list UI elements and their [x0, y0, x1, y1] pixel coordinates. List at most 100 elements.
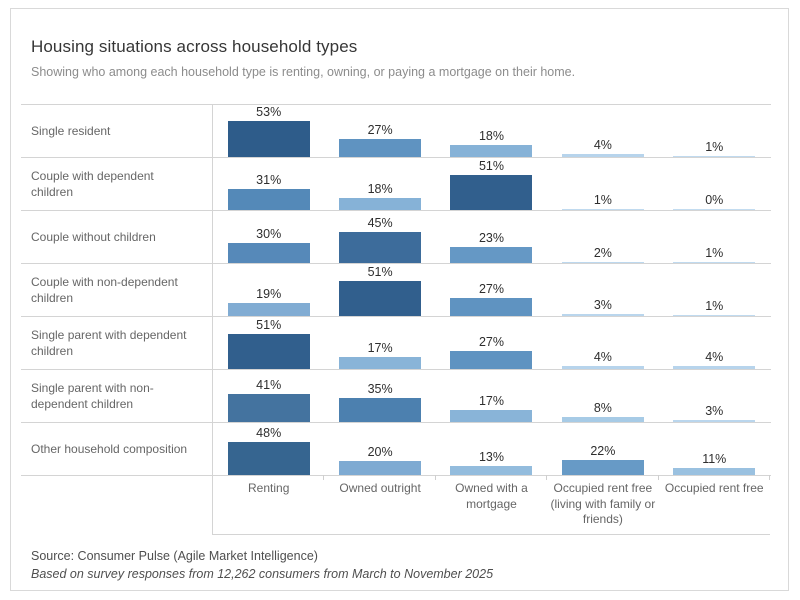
bar[interactable] [450, 144, 533, 157]
bar-value-label: 35% [367, 382, 393, 397]
bar-cell: 11% [659, 423, 770, 475]
bar[interactable] [227, 303, 310, 316]
row-label: Couple with non-dependent children [21, 264, 213, 316]
footnote-text: Based on survey responses from 12,262 co… [31, 567, 494, 581]
column-axis-label: Owned outright [339, 481, 421, 495]
bar-value-label: 51% [478, 159, 504, 174]
bar-value-label: 22% [590, 444, 616, 459]
bar-value-label: 4% [593, 138, 612, 153]
row-label: Other household composition [21, 423, 213, 475]
bar-cell: 23% [436, 211, 547, 263]
row-label: Couple with dependent children [21, 158, 213, 210]
bar-cell: 1% [659, 211, 770, 263]
bar[interactable] [561, 416, 644, 422]
bar[interactable] [673, 419, 756, 422]
column-boundary-tick [435, 475, 436, 480]
bar[interactable] [227, 120, 310, 157]
bar-cell: 3% [547, 264, 658, 316]
bar-value-label: 3% [593, 297, 612, 312]
bar-cell: 27% [436, 317, 547, 369]
bar[interactable] [450, 247, 533, 263]
bar[interactable] [227, 242, 310, 263]
bar-cell: 53% [213, 105, 324, 157]
bar[interactable] [561, 154, 644, 157]
chart-subtitle: Showing who among each household type is… [31, 65, 576, 79]
bar[interactable] [339, 281, 422, 316]
housing-table: Single resident 53% 27% 18% 4% 1% Couple with … [21, 104, 771, 476]
bar[interactable] [339, 232, 422, 263]
bar[interactable] [450, 297, 533, 316]
column-axis-label: Occupied rent free [664, 481, 764, 495]
bar[interactable] [339, 357, 422, 369]
bar-cell: 51% [436, 158, 547, 210]
bar-value-label: 4% [593, 350, 612, 365]
bar[interactable] [339, 138, 422, 157]
bar[interactable] [673, 467, 756, 475]
bar[interactable] [450, 466, 533, 475]
bar-value-label: 31% [256, 172, 282, 187]
bar-value-label: 41% [256, 378, 282, 393]
bar-cell: 17% [324, 317, 435, 369]
table-row: Single parent with dependent children 51%… [21, 317, 771, 370]
bar[interactable] [561, 313, 644, 316]
bar-cell: 51% [324, 264, 435, 316]
bar-value-label: 51% [256, 318, 282, 333]
row-label: Couple without children [21, 211, 213, 263]
table-row: Single parent with non-dependent childre… [21, 370, 771, 423]
axis-labels: Renting Owned outright Owned with a mortga… [213, 475, 770, 535]
bar[interactable] [339, 461, 422, 475]
bar-value-label: 0% [705, 193, 724, 207]
bar-cell: 17% [436, 370, 547, 422]
bar[interactable] [673, 262, 756, 263]
bar-cell: 18% [436, 105, 547, 157]
bar[interactable] [561, 209, 644, 210]
bar-value-label: 23% [478, 231, 504, 246]
bar[interactable] [561, 460, 644, 475]
chart-card: Housing situations across household type… [10, 8, 789, 591]
chart-title: Housing situations across household type… [31, 37, 358, 56]
bar-value-label: 17% [478, 394, 504, 409]
bar[interactable] [673, 315, 756, 316]
bar-value-label: 8% [593, 400, 612, 415]
bar[interactable] [227, 188, 310, 210]
table-row: Other household composition 48% 20% 13% 22% 1… [21, 423, 771, 476]
bar[interactable] [227, 394, 310, 422]
bar[interactable] [450, 350, 533, 369]
bar-value-label: 27% [478, 281, 504, 296]
bar[interactable] [227, 442, 310, 475]
bar-value-label: 27% [367, 122, 393, 137]
bar-cell: 35% [324, 370, 435, 422]
bar-cell: 2% [547, 211, 658, 263]
bar[interactable] [450, 175, 533, 210]
bar-cell: 45% [324, 211, 435, 263]
bar[interactable] [339, 398, 422, 422]
bar-cell: 1% [659, 264, 770, 316]
bar[interactable] [227, 334, 310, 369]
bar-cell: 13% [436, 423, 547, 475]
bar[interactable] [673, 156, 756, 157]
bar[interactable] [339, 197, 422, 210]
bar-cell: 1% [659, 105, 770, 157]
bar-value-label: 1% [705, 299, 724, 313]
bar[interactable] [450, 410, 533, 422]
bar-cell: 27% [436, 264, 547, 316]
bar-value-label: 19% [256, 287, 282, 302]
bar[interactable] [561, 261, 644, 263]
bar-value-label: 30% [256, 226, 282, 241]
bar-cell: 4% [547, 105, 658, 157]
bar-value-label: 1% [593, 193, 612, 207]
bar[interactable] [673, 209, 756, 210]
bar-cell: 3% [659, 370, 770, 422]
bar-value-label: 45% [367, 216, 393, 231]
bar-cell: 27% [324, 105, 435, 157]
bar[interactable] [673, 366, 756, 369]
bar-value-label: 53% [256, 104, 282, 119]
bar-value-label: 20% [367, 445, 393, 460]
bar-value-label: 1% [705, 246, 724, 260]
bar-cell: 30% [213, 211, 324, 263]
bar[interactable] [561, 366, 644, 369]
table-row: Single resident 53% 27% 18% 4% 1% [21, 105, 771, 158]
axis-spacer [21, 475, 213, 535]
bar-cell: 4% [547, 317, 658, 369]
table-row: Couple with non-dependent children 19% 51%… [21, 264, 771, 317]
